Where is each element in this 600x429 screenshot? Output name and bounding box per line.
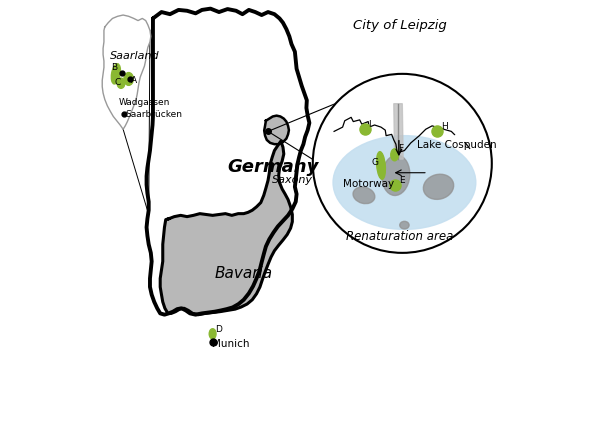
Ellipse shape [124,73,133,85]
Text: B: B [111,63,117,72]
Polygon shape [102,15,151,129]
Ellipse shape [353,187,375,204]
Text: City of Leipzig: City of Leipzig [353,19,447,32]
Ellipse shape [391,149,398,161]
Text: G: G [371,158,379,167]
Text: Saarbrücken: Saarbrücken [125,110,182,119]
Polygon shape [146,9,310,314]
Polygon shape [451,133,466,145]
Ellipse shape [209,329,216,339]
Text: C: C [115,78,121,87]
Text: D: D [215,325,223,334]
Text: Saarland: Saarland [110,51,160,61]
Text: F: F [398,145,403,154]
Ellipse shape [333,136,476,230]
Text: Motorway: Motorway [343,179,394,189]
Text: E: E [399,175,404,184]
Polygon shape [264,116,289,144]
Ellipse shape [112,64,121,84]
Text: Germany: Germany [227,158,319,176]
Text: Wadgassen: Wadgassen [119,97,170,106]
Ellipse shape [382,155,410,196]
Text: Bavaria: Bavaria [215,266,273,281]
Ellipse shape [424,174,454,199]
Circle shape [313,74,492,253]
Ellipse shape [377,152,385,179]
Text: Lake Cospuden: Lake Cospuden [417,140,497,151]
Ellipse shape [117,78,125,88]
Text: H: H [440,122,448,131]
Ellipse shape [400,221,409,229]
Polygon shape [335,133,350,146]
Text: Saxony: Saxony [272,175,313,184]
Text: Renaturation area: Renaturation area [346,230,454,243]
Text: A: A [131,76,137,85]
Polygon shape [160,141,292,314]
Text: Munich: Munich [212,339,249,350]
Text: I: I [368,120,371,129]
Polygon shape [394,104,403,159]
